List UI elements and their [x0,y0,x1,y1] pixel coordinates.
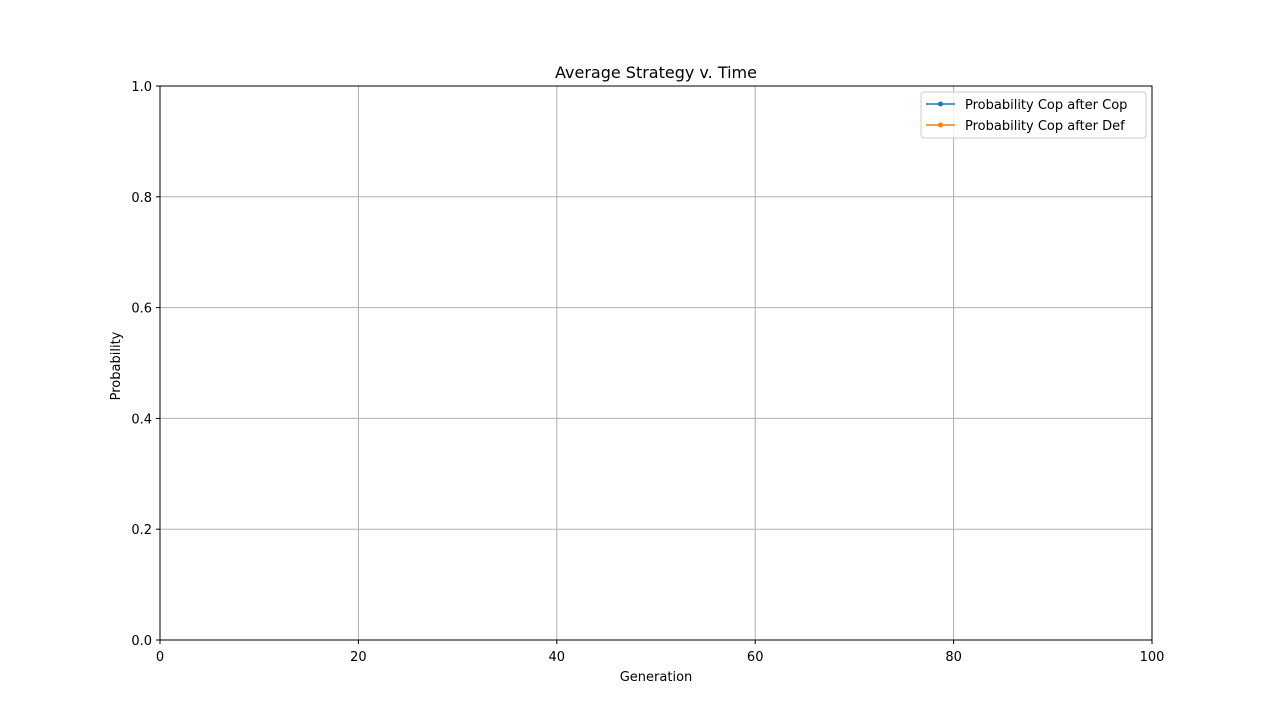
legend-marker-icon [938,101,943,107]
y-tick-label: 0.4 [131,412,152,427]
legend-label: Probability Cop after Cop [965,98,1127,113]
legend-label: Probability Cop after Def [965,119,1125,134]
x-tick-label: 20 [350,650,367,665]
x-tick-label: 80 [945,650,962,665]
x-tick-label: 100 [1140,650,1165,665]
legend-item: Probability Cop after Def [926,119,1125,134]
x-tick-label: 60 [747,650,764,665]
x-axis-ticks: 0 20 40 60 80 100 [156,640,1165,665]
y-tick-label: 0.2 [131,523,152,538]
y-axis-ticks: 0.0 0.2 0.4 0.6 0.8 1.0 [131,80,160,649]
legend: Probability Cop after Cop Probability Cop… [920,91,1147,139]
legend-item: Probability Cop after Cop [926,98,1127,113]
chart-title: Average Strategy v. Time [555,63,757,82]
axes-frame [159,85,1153,641]
legend-box [920,91,1147,139]
x-tick-label: 40 [549,650,566,665]
legend-marker-icon [938,122,943,128]
x-axis-label: Generation [620,670,693,685]
y-tick-label: 1.0 [131,80,152,95]
y-tick-label: 0.8 [131,191,152,206]
y-axis-label: Probability [109,331,124,400]
x-tick-label: 0 [156,650,164,665]
y-tick-label: 0.0 [131,634,152,649]
y-tick-label: 0.6 [131,302,152,317]
grid [159,85,1153,641]
